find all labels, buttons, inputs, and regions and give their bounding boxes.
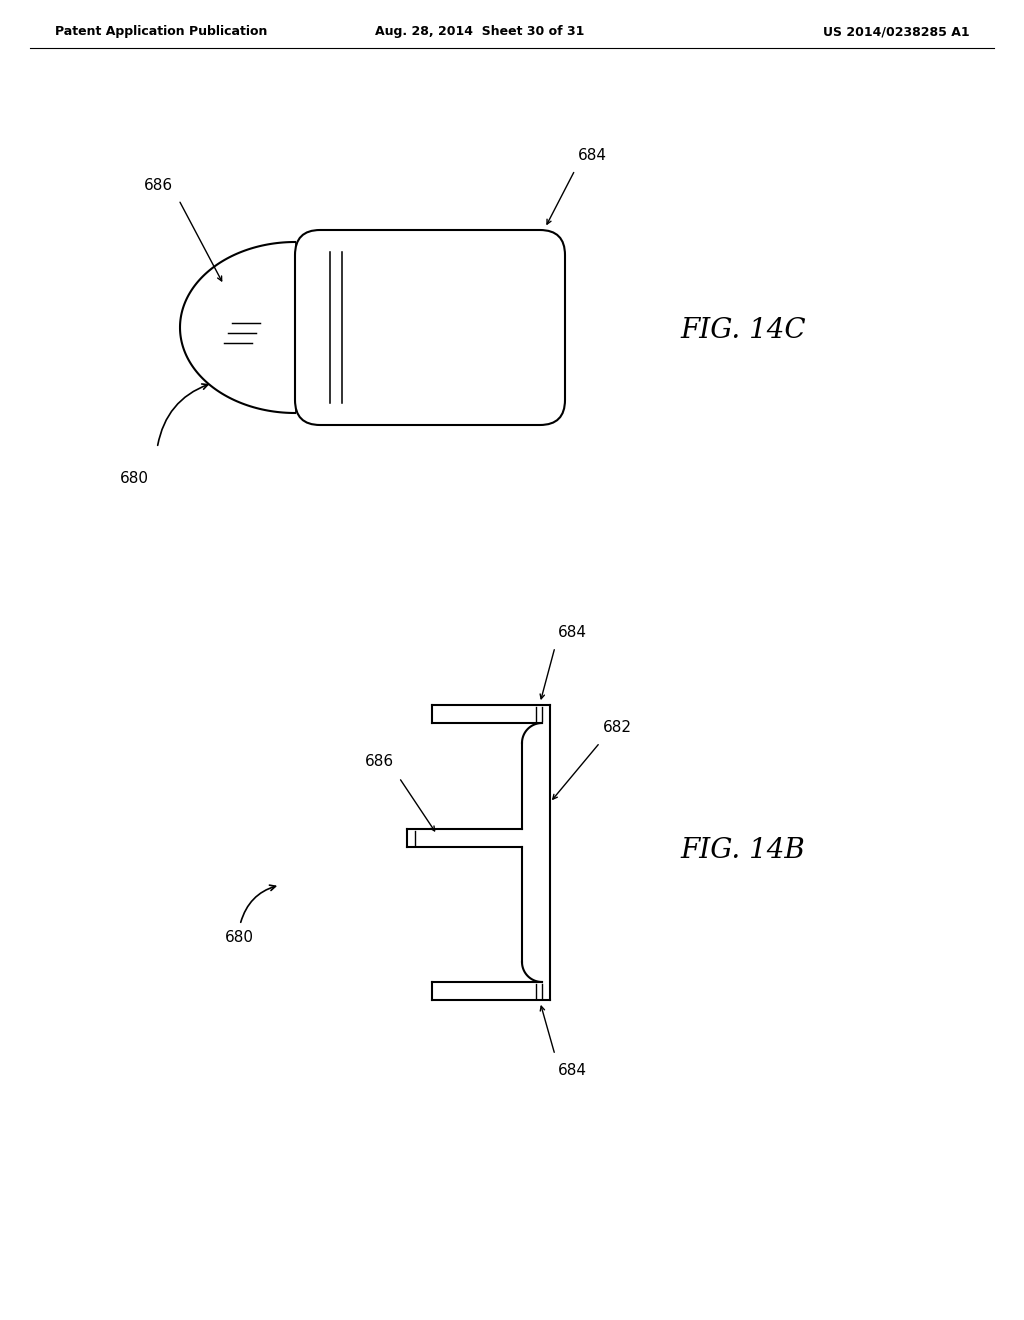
Text: 680: 680 xyxy=(120,471,148,486)
Text: 680: 680 xyxy=(225,931,254,945)
Text: FIG. 14B: FIG. 14B xyxy=(680,837,805,863)
Text: 682: 682 xyxy=(603,719,632,734)
Text: 684: 684 xyxy=(558,1063,587,1078)
Text: Patent Application Publication: Patent Application Publication xyxy=(55,25,267,38)
Text: 684: 684 xyxy=(558,624,587,640)
Text: Aug. 28, 2014  Sheet 30 of 31: Aug. 28, 2014 Sheet 30 of 31 xyxy=(376,25,585,38)
Text: 686: 686 xyxy=(143,178,173,193)
Text: 686: 686 xyxy=(365,755,394,770)
Text: 684: 684 xyxy=(578,148,607,162)
Text: US 2014/0238285 A1: US 2014/0238285 A1 xyxy=(823,25,970,38)
FancyBboxPatch shape xyxy=(295,230,565,425)
Text: FIG. 14C: FIG. 14C xyxy=(680,317,806,343)
